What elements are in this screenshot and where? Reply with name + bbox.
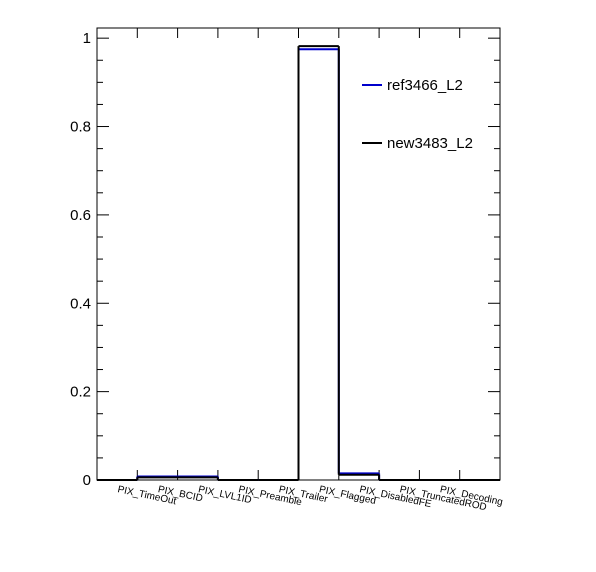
- legend-label: new3483_L2: [387, 135, 473, 152]
- y-tick-label: 0.2: [70, 384, 91, 401]
- y-tick-label: 0: [83, 472, 91, 489]
- y-tick-label: 0.4: [70, 295, 91, 312]
- legend-label: ref3466_L2: [387, 77, 463, 94]
- y-tick-label: 0.6: [70, 207, 91, 224]
- y-tick-label: 1: [83, 30, 91, 47]
- y-tick-label: 0.8: [70, 119, 91, 136]
